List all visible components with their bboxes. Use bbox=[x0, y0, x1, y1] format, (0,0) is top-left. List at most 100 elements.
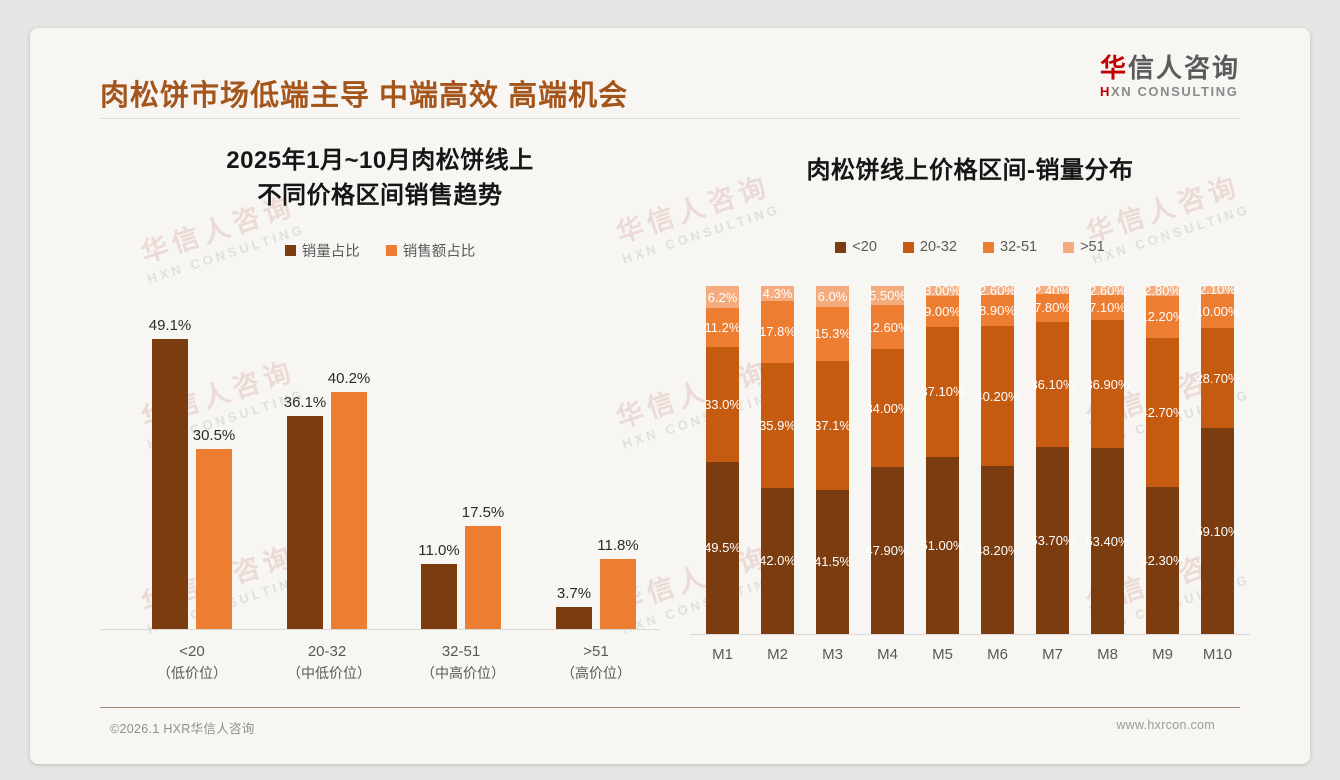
legend-label: 销量占比 bbox=[301, 244, 360, 260]
x-axis-label: M1 bbox=[712, 646, 733, 663]
segment-value-label: 3.00% bbox=[924, 283, 961, 299]
stacked-bar: 42.0% 35.9% 17.8% 4.3% M2 bbox=[759, 286, 796, 663]
footer-website: www.hxrcon.com bbox=[1116, 718, 1215, 732]
segment-value-label: 12.20% bbox=[1140, 309, 1185, 325]
right-chart-legend: <20 20-32 32-51 >51 bbox=[690, 239, 1250, 255]
bar-销售额占比 bbox=[331, 391, 367, 629]
x-axis-label: M5 bbox=[932, 646, 953, 663]
stack-segment->51: 2.10% bbox=[1199, 282, 1236, 297]
bar-value-label: 17.5% bbox=[461, 503, 505, 521]
bar-销量占比 bbox=[152, 339, 188, 629]
bar-销量占比 bbox=[287, 416, 323, 629]
stack-segment->51: 3.00% bbox=[924, 283, 961, 299]
stack-segment-<20: 53.40% bbox=[1085, 448, 1130, 634]
stacked-bar: 42.30% 42.70% 12.20% 2.80% M9 bbox=[1140, 283, 1185, 663]
stack-segment-<20: 42.30% bbox=[1140, 486, 1185, 634]
legend-item: 32-51 bbox=[983, 239, 1037, 255]
segment-value-label: 7.80% bbox=[1034, 300, 1071, 316]
stack-segment-<20: 42.0% bbox=[759, 487, 796, 634]
x-axis-label-line: >51 bbox=[583, 643, 609, 660]
stack-segment-32-51: 15.3% bbox=[814, 307, 851, 361]
segment-value-label: 42.70% bbox=[1140, 405, 1185, 421]
right-chart-title: 肉松饼线上价格区间-销量分布 bbox=[806, 157, 1134, 184]
x-axis-label-line: 20-32 bbox=[307, 643, 347, 660]
page-title: 肉松饼市场低端主导 中端高效 高端机会 bbox=[100, 80, 629, 112]
segment-value-label: 53.70% bbox=[1030, 533, 1075, 549]
legend-label: 32-51 bbox=[1000, 239, 1038, 255]
x-axis-label: 20-32 （中低价位） bbox=[287, 640, 371, 685]
stack-segment->51: 2.80% bbox=[1144, 283, 1181, 299]
legend-swatch bbox=[1063, 241, 1075, 253]
watermark-en: HXN CONSULTING bbox=[1090, 201, 1252, 267]
legend-swatch bbox=[902, 241, 914, 253]
x-axis-label-line: （低价位） bbox=[157, 665, 227, 682]
segment-value-label: 41.5% bbox=[814, 554, 851, 570]
logo-english-name: HXN CONSULTING bbox=[1099, 83, 1239, 99]
segment-value-label: 6.2% bbox=[707, 289, 738, 305]
segment-value-label: 2.40% bbox=[1034, 282, 1071, 298]
segment-value-label: 40.20% bbox=[975, 388, 1020, 404]
legend-item: <20 bbox=[835, 239, 877, 255]
bar-value-label: 11.0% bbox=[418, 542, 460, 560]
stack-segment-32-51: 7.10% bbox=[1089, 295, 1126, 320]
segment-value-label: 59.10% bbox=[1195, 523, 1240, 539]
stack-segment-<20: 48.20% bbox=[975, 466, 1020, 634]
segment-value-label: 8.90% bbox=[979, 303, 1016, 319]
header-divider bbox=[100, 118, 1240, 119]
segment-value-label: 36.10% bbox=[1030, 376, 1075, 392]
footer-divider bbox=[100, 707, 1240, 708]
bar-wrapper: 3.7% bbox=[556, 585, 592, 629]
segment-value-label: 47.90% bbox=[865, 543, 910, 559]
stack-segment-32-51: 9.00% bbox=[924, 296, 961, 328]
stacked-bar: 53.70% 36.10% 7.80% 2.40% M7 bbox=[1030, 283, 1074, 663]
bar-销售额占比 bbox=[600, 559, 636, 629]
stack-segment-20-32: 33.0% bbox=[704, 346, 741, 462]
left-chart-plot: 49.1% 30.5% <20 （低价位） 36.1% 40.2% 20-32 （中低价位） 1… bbox=[100, 317, 660, 681]
segment-value-label: 10.00% bbox=[1195, 303, 1240, 319]
bar-wrapper: 11.8% bbox=[597, 537, 639, 629]
stack-segment-20-32: 40.20% bbox=[975, 326, 1020, 467]
stack-segment-32-51: 11.2% bbox=[705, 307, 740, 347]
stack-segment-20-32: 37.1% bbox=[814, 360, 851, 490]
stacked-bar: 51.00% 37.10% 9.00% 3.00% M5 bbox=[920, 283, 965, 663]
right-chart-plot: 49.5% 33.0% 11.2% 6.2% M1 42.0% 35.9% 17.8% 4.3%… bbox=[690, 282, 1250, 663]
segment-value-label: 15.3% bbox=[814, 326, 851, 342]
stack-segment->51: 6.0% bbox=[816, 286, 849, 308]
segment-value-label: 48.20% bbox=[975, 542, 1020, 558]
x-axis-label: M7 bbox=[1042, 646, 1063, 663]
stack-segment-32-51: 12.20% bbox=[1140, 295, 1185, 339]
segment-value-label: 2.80% bbox=[1144, 283, 1181, 299]
legend-item: 销售额占比 bbox=[385, 240, 475, 261]
stacked-bar: 41.5% 37.1% 15.3% 6.0% M3 bbox=[814, 286, 851, 663]
bar-value-label: 30.5% bbox=[192, 427, 236, 444]
x-axis-label: M6 bbox=[987, 646, 1008, 663]
stack-segment-20-32: 34.00% bbox=[865, 349, 910, 468]
segment-value-label: 12.60% bbox=[865, 319, 910, 335]
legend-label: >51 bbox=[1080, 239, 1105, 255]
legend-swatch bbox=[385, 245, 397, 256]
stack-segment-20-32: 42.70% bbox=[1140, 338, 1185, 487]
x-axis-label-line: （高价位） bbox=[561, 665, 631, 682]
bar-value-label: 3.7% bbox=[556, 585, 592, 603]
stack-segment-<20: 41.5% bbox=[814, 489, 851, 634]
bar-wrapper: 11.0% bbox=[418, 542, 460, 629]
segment-value-label: 42.0% bbox=[759, 553, 796, 569]
logo-chinese-name: 华信人咨询 bbox=[1099, 53, 1240, 83]
stack-segment-20-32: 37.10% bbox=[920, 327, 965, 457]
stacked-bar: 53.40% 36.90% 7.10% 2.60% M8 bbox=[1085, 283, 1130, 663]
left-chart-legend: 销量占比 销售额占比 bbox=[100, 240, 660, 261]
footer-copyright: ©2026.1 HXR华信人咨询 bbox=[110, 722, 255, 736]
x-axis-label-line: （中低价位） bbox=[287, 665, 371, 682]
segment-value-label: 53.40% bbox=[1085, 533, 1130, 549]
bar-wrapper: 36.1% bbox=[284, 394, 326, 629]
segment-value-label: 9.00% bbox=[924, 304, 961, 320]
bar-销量占比 bbox=[556, 607, 592, 629]
stack-segment-32-51: 12.60% bbox=[865, 305, 910, 350]
stack-segment->51: 2.40% bbox=[1034, 283, 1071, 298]
stack-segment-<20: 51.00% bbox=[920, 456, 965, 634]
segment-value-label: 2.60% bbox=[1089, 283, 1126, 299]
x-axis-label: >51 （高价位） bbox=[556, 640, 636, 685]
legend-item: 销量占比 bbox=[284, 240, 360, 261]
segment-value-label: 36.90% bbox=[1085, 376, 1130, 392]
